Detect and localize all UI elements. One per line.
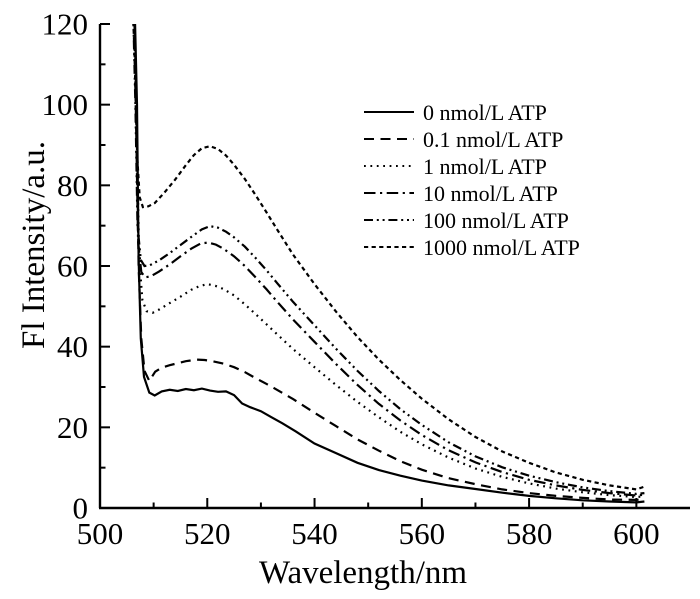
y-axis-title: Fl Intensity/a.u.	[16, 141, 52, 349]
legend-entry: 1000 nmol/L ATP	[364, 235, 580, 260]
x-tick-label: 520	[184, 516, 231, 551]
legend-label: 0.1 nmol/L ATP	[423, 127, 563, 152]
series-line-10nmol	[132, 24, 645, 497]
series-line-1000nmol	[132, 24, 645, 491]
legend-entry: 0 nmol/L ATP	[364, 100, 547, 125]
x-tick-label: 580	[506, 516, 553, 551]
legend-label: 100 nmol/L ATP	[423, 208, 569, 233]
series-line-100nmol	[132, 24, 645, 496]
y-tick-label: 100	[42, 87, 89, 122]
x-tick-label: 500	[77, 516, 124, 551]
y-tick-label: 20	[57, 410, 88, 445]
legend-entry: 10 nmol/L ATP	[364, 181, 558, 206]
x-tick-label: 600	[613, 516, 660, 551]
legend-label: 0 nmol/L ATP	[423, 100, 547, 125]
legend-entry: 1 nmol/L ATP	[364, 154, 547, 179]
y-tick-label: 60	[57, 249, 88, 284]
series-line-0nmol	[133, 24, 645, 504]
y-tick-label: 80	[57, 168, 88, 203]
x-axis-title: Wavelength/nm	[259, 555, 467, 591]
x-tick-label: 540	[291, 516, 338, 551]
legend-label: 1 nmol/L ATP	[423, 154, 547, 179]
legend-entry: 0.1 nmol/L ATP	[364, 127, 563, 152]
series-layer	[132, 24, 645, 504]
legend-entry: 100 nmol/L ATP	[364, 208, 569, 233]
legend-label: 10 nmol/L ATP	[423, 181, 558, 206]
y-tick-label: 40	[57, 329, 88, 364]
y-tick-label: 0	[73, 491, 89, 526]
series-line-0.1nmol	[133, 24, 645, 502]
x-tick-label: 560	[399, 516, 446, 551]
y-tick-label: 120	[42, 7, 89, 42]
series-line-1nmol	[132, 24, 645, 499]
axes-layer: 500 520 540 560 580 600 0 20 40 60 80 100 120	[42, 7, 690, 551]
legend-label: 1000 nmol/L ATP	[423, 235, 580, 260]
